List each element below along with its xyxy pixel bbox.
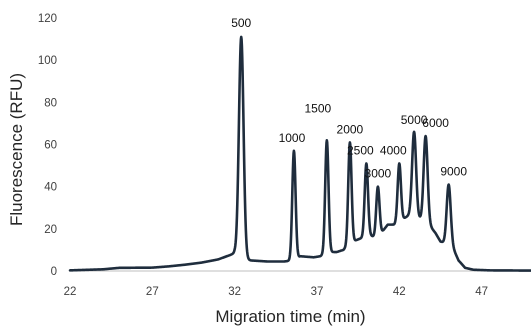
y-tick-label: 40 [44, 182, 57, 194]
y-tick-label: 0 [51, 266, 57, 278]
peak-label-2500: 2500 [347, 143, 374, 157]
peak-label-6000: 6000 [422, 116, 449, 130]
axes: 22 27 32 37 42 47 0 20 40 60 80 100 120 [38, 13, 531, 298]
peak-label-9000: 9000 [440, 165, 467, 179]
peak-label-3000: 3000 [365, 167, 392, 181]
x-tick-label: 27 [146, 286, 159, 298]
x-tick-label: 37 [311, 286, 324, 298]
y-axis-title: Fluorescence (RFU) [7, 73, 26, 226]
y-tick-label: 20 [44, 224, 57, 236]
peak-label-4000: 4000 [380, 143, 407, 157]
x-tick-label: 32 [228, 286, 241, 298]
x-tick-labels: 22 27 32 37 42 47 [64, 286, 488, 298]
fluorescence-trace-line [68, 35, 531, 272]
x-axis-title: Migration time (min) [215, 307, 365, 326]
y-tick-label: 80 [44, 97, 57, 109]
x-tick-label: 42 [393, 286, 406, 298]
peak-label-1000: 1000 [279, 131, 306, 145]
peak-label-5000: 5000 [401, 113, 428, 127]
x-tick-label: 22 [64, 286, 77, 298]
peak-label-500: 500 [231, 16, 251, 30]
y-tick-label: 60 [44, 140, 57, 152]
y-tick-label: 100 [38, 55, 57, 67]
peak-label-1500: 1500 [304, 101, 331, 115]
y-tick-labels: 0 20 40 60 80 100 120 [38, 13, 57, 278]
x-tick-label: 47 [475, 286, 488, 298]
y-tick-label: 120 [38, 13, 57, 25]
peak-label-2000: 2000 [337, 122, 364, 136]
